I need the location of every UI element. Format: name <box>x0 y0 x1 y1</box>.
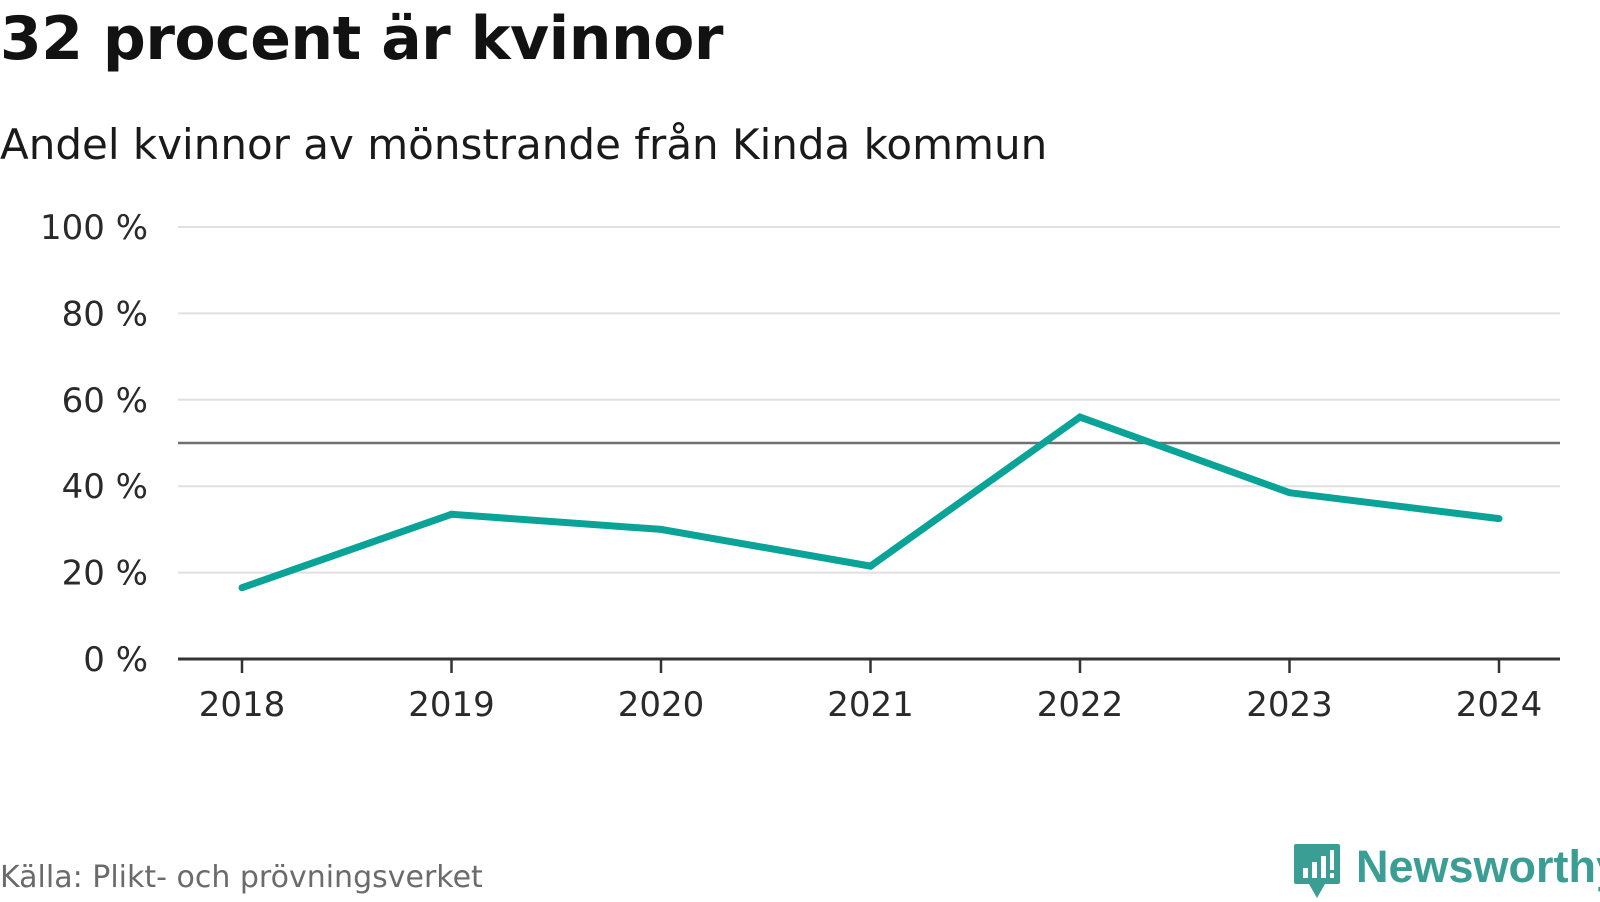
data-point <box>238 584 246 592</box>
data-point <box>448 510 455 518</box>
chart-subtitle: Andel kvinnor av mönstrande från Kinda k… <box>0 120 1048 169</box>
y-tick-label: 60 % <box>62 381 148 421</box>
brand-logo: Newsworthy <box>1292 842 1600 902</box>
y-tick-label: 20 % <box>62 554 148 594</box>
x-tick-label: 2018 <box>199 685 286 725</box>
y-tick-label: 40 % <box>62 467 148 507</box>
grid-lines <box>178 226 1560 574</box>
x-tick-label: 2020 <box>618 685 705 725</box>
y-tick-label: 80 % <box>62 294 148 334</box>
brand-name: Newsworthy <box>1356 841 1600 892</box>
data-point <box>1286 489 1293 497</box>
x-tick-label: 2019 <box>408 685 495 725</box>
data-point <box>657 525 665 533</box>
x-axis <box>178 657 1560 673</box>
y-axis-labels: 0 % 20 % 40 % 60 % 80 % 100 % <box>40 208 148 680</box>
y-tick-label: 0 % <box>83 640 148 680</box>
data-point <box>1495 515 1503 523</box>
x-axis-labels: 2018 2019 2020 2021 2022 2023 2024 <box>199 685 1543 725</box>
y-tick-label: 100 % <box>40 208 148 248</box>
x-tick-label: 2022 <box>1037 685 1124 725</box>
source-note: Källa: Plikt- och prövningsverket <box>0 860 483 895</box>
x-tick-label: 2023 <box>1246 685 1333 725</box>
x-tick-label: 2021 <box>827 685 914 725</box>
series-group <box>238 413 1503 592</box>
x-tick-label: 2024 <box>1456 685 1543 725</box>
newsworthy-logo-icon <box>1294 844 1340 898</box>
chart-title: 32 procent är kvinnor <box>0 4 723 74</box>
data-point <box>867 562 874 570</box>
data-point <box>1076 413 1084 421</box>
